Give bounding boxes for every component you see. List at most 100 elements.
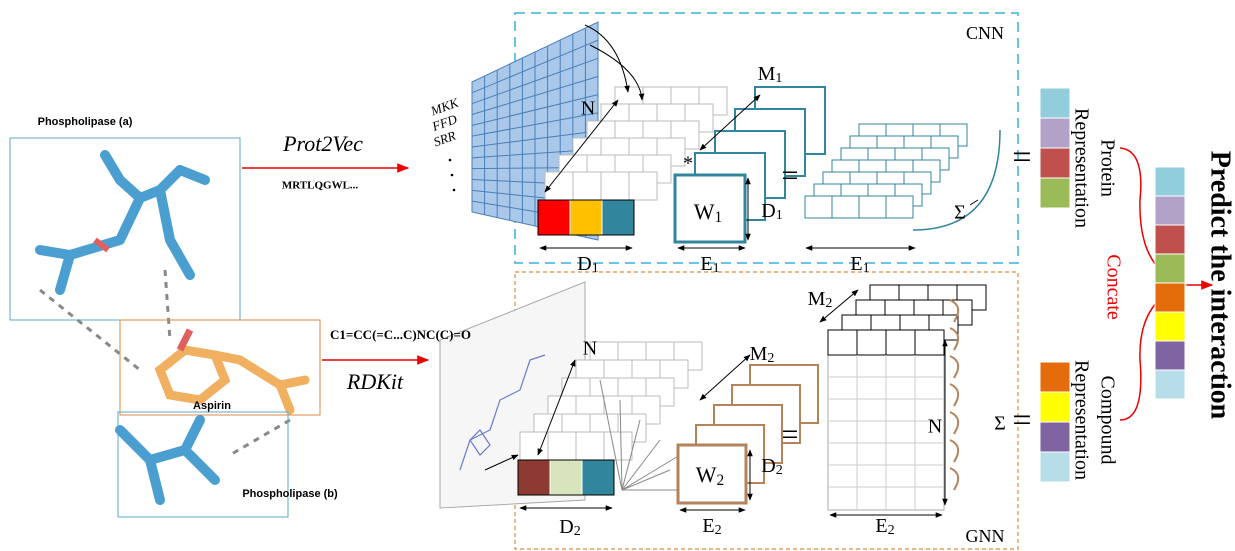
curl bbox=[949, 355, 960, 379]
dot bbox=[450, 173, 454, 177]
label: E2 bbox=[875, 515, 894, 539]
label-sub: 1 bbox=[863, 261, 870, 276]
label: GNN bbox=[966, 526, 1005, 546]
ligand-box bbox=[119, 319, 321, 416]
feature-block bbox=[547, 431, 577, 461]
sum-block bbox=[831, 195, 860, 219]
arrow bbox=[819, 289, 859, 323]
label: E1 bbox=[700, 253, 719, 277]
color-cell bbox=[581, 459, 615, 496]
label-sub: 1 bbox=[775, 71, 782, 86]
grid-line bbox=[471, 57, 599, 105]
curl bbox=[949, 327, 960, 351]
feature-block bbox=[572, 171, 602, 201]
kernel bbox=[673, 173, 747, 244]
label-main: W bbox=[696, 462, 717, 487]
bar-frame bbox=[537, 199, 635, 236]
label: N bbox=[583, 338, 597, 360]
grid-line bbox=[471, 39, 599, 94]
label: CNN bbox=[966, 23, 1004, 43]
protein-b-sticks bbox=[115, 415, 220, 505]
feature-block bbox=[603, 431, 633, 461]
label-sub: 2 bbox=[717, 472, 725, 489]
color-cell bbox=[1039, 421, 1071, 453]
label: = bbox=[782, 159, 799, 192]
color-cell bbox=[1039, 391, 1071, 423]
label-main: M bbox=[808, 288, 826, 310]
label-sub: 2 bbox=[825, 296, 832, 311]
label-main: D bbox=[761, 200, 775, 222]
label: M1 bbox=[758, 63, 783, 87]
label: MRTLQGWL... bbox=[282, 180, 359, 192]
label-sub: 1 bbox=[715, 209, 723, 226]
bar-frame bbox=[517, 459, 615, 496]
curl bbox=[949, 439, 960, 463]
label: Concate bbox=[1102, 254, 1124, 320]
arrow bbox=[589, 44, 645, 101]
label: Σ bbox=[954, 202, 966, 224]
label-sub: 1 bbox=[776, 208, 783, 223]
tick bbox=[969, 199, 979, 206]
label: D2 bbox=[559, 516, 580, 540]
connection bbox=[599, 379, 623, 491]
grid-line bbox=[471, 76, 599, 115]
ligand-sticks bbox=[154, 345, 310, 415]
label: RDKit bbox=[346, 369, 404, 394]
label-sub: 2 bbox=[715, 523, 722, 538]
label: = bbox=[1012, 139, 1031, 176]
arrow bbox=[537, 359, 576, 456]
label: = bbox=[1012, 402, 1031, 439]
color-cell bbox=[1154, 253, 1186, 284]
label: = bbox=[782, 418, 799, 451]
connection bbox=[621, 469, 671, 491]
label: M2 bbox=[808, 288, 833, 312]
color-cell bbox=[1039, 361, 1071, 393]
color-cell bbox=[1154, 282, 1186, 313]
label: E1 bbox=[850, 253, 869, 277]
label-main: M bbox=[758, 63, 776, 85]
arrow bbox=[699, 354, 751, 401]
arrow bbox=[699, 94, 761, 151]
connection bbox=[621, 454, 681, 491]
arrow bbox=[544, 99, 619, 193]
label-sub: 2 bbox=[574, 524, 581, 539]
label: Phospholipase (b) bbox=[242, 488, 338, 500]
color-cell bbox=[1039, 147, 1071, 179]
sum-block bbox=[858, 195, 887, 219]
label: W2 bbox=[696, 462, 724, 488]
connection bbox=[621, 439, 661, 491]
feature-block bbox=[628, 171, 658, 201]
label: C1=CC(=C...C)NC(C)=O bbox=[330, 327, 471, 342]
label: E2 bbox=[702, 515, 721, 539]
color-cell bbox=[1039, 87, 1071, 119]
curl bbox=[949, 467, 960, 491]
label: M2 bbox=[750, 343, 775, 367]
label: Representation bbox=[1070, 360, 1092, 480]
protein-b-box bbox=[117, 411, 289, 518]
label: Predict the interaction bbox=[1205, 151, 1235, 420]
color-cell bbox=[549, 459, 583, 496]
label-main: W bbox=[694, 199, 715, 224]
label: W1 bbox=[694, 199, 722, 225]
color-cell bbox=[1154, 195, 1186, 226]
label: N bbox=[581, 98, 595, 120]
feature-block bbox=[600, 171, 630, 201]
label-main: M bbox=[750, 343, 768, 365]
color-cell bbox=[1039, 117, 1071, 149]
layout bbox=[9, 12, 1214, 550]
label: Protein bbox=[1096, 139, 1118, 197]
color-cell bbox=[1154, 340, 1186, 371]
dot bbox=[448, 158, 452, 162]
protein-a-sticks bbox=[35, 150, 210, 295]
label: Prot2Vec bbox=[282, 131, 363, 156]
label: Aspirin bbox=[193, 400, 231, 412]
label: N bbox=[928, 416, 942, 438]
connection bbox=[619, 399, 623, 491]
label: Representation bbox=[1070, 108, 1092, 228]
kernel bbox=[676, 443, 748, 505]
label-main: E bbox=[875, 515, 887, 537]
label-main: E bbox=[700, 253, 712, 275]
arrow bbox=[484, 454, 519, 471]
label-main: D bbox=[577, 253, 591, 275]
